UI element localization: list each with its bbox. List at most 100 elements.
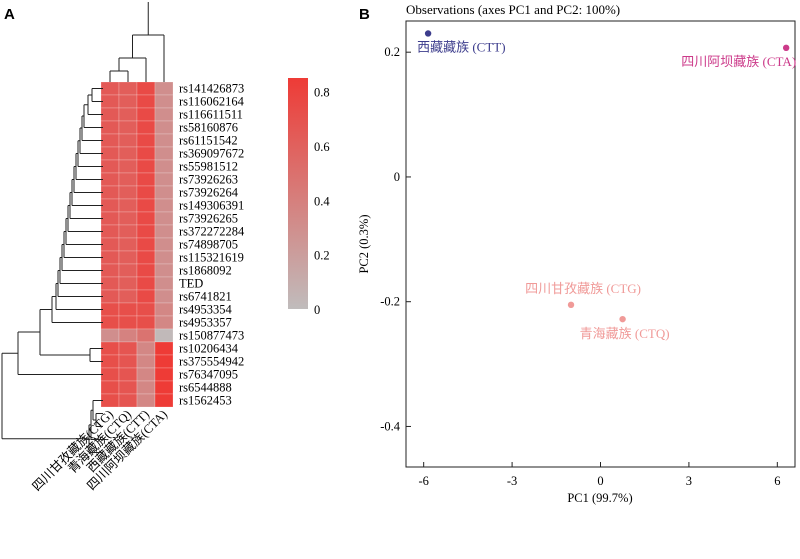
pca-x-tick-label: 6: [774, 474, 780, 488]
heatmap-row-label: rs1562453: [179, 394, 232, 408]
heatmap-cell: [118, 81, 138, 96]
pca-panel: Observations (axes PC1 and PC2: 100%) -6…: [357, 2, 796, 505]
heatmap-cell: [136, 354, 156, 369]
heatmap-cell: [154, 146, 174, 161]
heatmap-cell: [154, 185, 174, 200]
heatmap-cell: [136, 380, 156, 395]
heatmap-row-label: rs116062164: [179, 95, 245, 109]
pca-y-tick-label: 0: [394, 170, 400, 184]
heatmap-cell: [136, 107, 156, 122]
pca-point-label: 青海藏族 (CTQ): [580, 326, 670, 341]
heatmap-cell: [136, 367, 156, 382]
heatmap-cell: [136, 341, 156, 356]
heatmap-cell: [118, 146, 138, 161]
heatmap-cell: [136, 120, 156, 135]
heatmap-cell: [136, 250, 156, 265]
panel-b-letter: B: [359, 6, 370, 23]
heatmap-cell: [136, 263, 156, 278]
colorbar: 0.8 0.6 0.4 0.2 0: [288, 78, 330, 317]
colorbar-tick-label: 0: [314, 303, 320, 317]
heatmap-cell: [154, 237, 174, 252]
heatmap-cell: [154, 328, 174, 343]
pca-points: 西藏藏族 (CTT) 四川阿坝藏族 (CTA) 四川甘孜藏族 (CTG) 青海藏族 (…: [417, 30, 796, 341]
panel-a-letter: A: [4, 6, 15, 23]
heatmap-cell: [136, 172, 156, 187]
heatmap-cell: [118, 393, 138, 408]
pca-title: Observations (axes PC1 and PC2: 100%): [406, 2, 620, 17]
heatmap-cell: [100, 224, 120, 239]
heatmap-row-label: rs76347095: [179, 368, 238, 382]
heatmap-cell: [154, 133, 174, 148]
heatmap-cell: [154, 94, 174, 109]
pca-y-ticks: 0.2 0 -0.2 -0.4: [380, 45, 411, 433]
heatmap-cell: [100, 237, 120, 252]
heatmap-cell: [118, 354, 138, 369]
heatmap-cell: [154, 380, 174, 395]
heatmap-cell: [100, 315, 120, 330]
heatmap-cells: [100, 81, 174, 408]
heatmap-cell: [100, 146, 120, 161]
heatmap-cell: [100, 250, 120, 265]
heatmap-cell: [136, 393, 156, 408]
heatmap-cell: [154, 172, 174, 187]
heatmap-row-label: rs375554942: [179, 355, 244, 369]
heatmap-cell: [118, 328, 138, 343]
heatmap-cell: [154, 367, 174, 382]
heatmap-cell: [118, 133, 138, 148]
heatmap-row-label: rs1868092: [179, 264, 232, 278]
heatmap-cell: [118, 185, 138, 200]
heatmap-cell: [100, 198, 120, 213]
heatmap-cell: [100, 81, 120, 96]
heatmap-cell: [118, 224, 138, 239]
pca-point-label: 西藏藏族 (CTT): [417, 39, 505, 54]
heatmap-row-label: rs73926264: [179, 186, 239, 200]
heatmap-cell: [154, 315, 174, 330]
colorbar-tick-label: 0.8: [314, 86, 330, 100]
heatmap-cell: [118, 276, 138, 291]
heatmap-cell: [118, 237, 138, 252]
heatmap-cell: [136, 315, 156, 330]
heatmap-cell: [100, 94, 120, 109]
heatmap-cell: [118, 289, 138, 304]
heatmap-cell: [136, 237, 156, 252]
heatmap-row-label: rs4953357: [179, 316, 232, 330]
heatmap-cell: [136, 81, 156, 96]
heatmap-cell: [136, 211, 156, 226]
heatmap-row-label: rs6544888: [179, 381, 232, 395]
heatmap-cell: [154, 354, 174, 369]
heatmap-cell: [154, 159, 174, 174]
heatmap-cell: [136, 224, 156, 239]
heatmap-cell: [154, 263, 174, 278]
heatmap-cell: [154, 107, 174, 122]
heatmap-cell: [136, 133, 156, 148]
heatmap-cell: [118, 107, 138, 122]
pca-point: [619, 315, 626, 323]
heatmap-cell: [154, 341, 174, 356]
heatmap-cell: [154, 250, 174, 265]
heatmap-row-label: rs58160876: [179, 121, 238, 135]
heatmap-cell: [136, 276, 156, 291]
pca-x-ticks: -6 -3 0 3 6: [418, 462, 780, 488]
row-dendrogram-branches: [1, 88, 103, 453]
heatmap-cell: [136, 328, 156, 343]
heatmap-cell: [118, 263, 138, 278]
heatmap-cell: [118, 198, 138, 213]
heatmap-cell: [136, 302, 156, 317]
heatmap-row-label: rs141426873: [179, 82, 244, 96]
heatmap-cell: [118, 159, 138, 174]
pca-y-tick-label: 0.2: [384, 45, 400, 59]
pca-point-label: 四川阿坝藏族 (CTA): [681, 54, 796, 69]
heatmap-cell: [154, 211, 174, 226]
heatmap-row-label: rs149306391: [179, 199, 244, 213]
heatmap-row-label: rs6741821: [179, 290, 232, 304]
column-dendrogram-branches: [109, 2, 165, 82]
heatmap-cell: [136, 185, 156, 200]
heatmap-row-label: rs10206434: [179, 342, 239, 356]
heatmap-row-label: rs73926265: [179, 212, 238, 226]
heatmap-column-labels: 四川甘孜藏族(CTG)青海藏族(CTQ)西藏藏族(CTT)四川阿坝藏族(CTA): [30, 407, 170, 494]
heatmap-cell: [118, 120, 138, 135]
heatmap-cell: [136, 146, 156, 161]
colorbar-gradient: [288, 78, 308, 309]
heatmap-cell: [100, 263, 120, 278]
